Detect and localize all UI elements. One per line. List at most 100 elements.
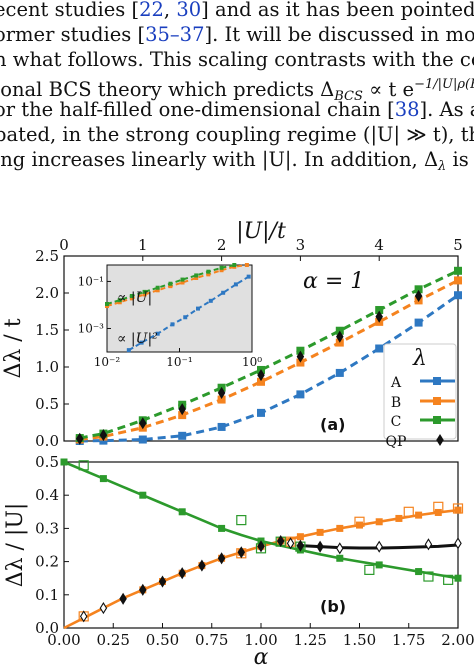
inset-point-B <box>206 272 211 277</box>
data-point-QP <box>76 432 84 445</box>
inset-point-B <box>219 268 224 273</box>
subscript: BCS <box>334 89 363 104</box>
y-tick-label: 0.2 <box>35 553 59 571</box>
inset-point-B <box>168 284 173 289</box>
y-tick-label: 0.5 <box>35 395 59 413</box>
x-tick-label: 5 <box>453 236 463 254</box>
inset-x-tick-label: 10⁻¹ <box>166 355 192 369</box>
data-point-B <box>415 511 423 519</box>
y-tick-label: 0.0 <box>35 432 59 450</box>
inset-point-A <box>233 282 238 287</box>
data-point-QP-open <box>454 537 462 550</box>
citation-link[interactable]: 38 <box>394 98 420 121</box>
data-point-B <box>434 508 442 516</box>
data-point-B <box>257 377 265 386</box>
inset-point-A <box>221 290 226 295</box>
legend-marker-QP <box>436 433 444 447</box>
inset-point-A <box>126 348 131 353</box>
citation-link[interactable]: 22 <box>139 0 164 21</box>
data-point-B <box>395 514 403 522</box>
inset-point-A <box>183 315 188 320</box>
x-tick-label: 0 <box>59 236 69 254</box>
data-point-C-open <box>423 571 434 582</box>
data-point-B <box>316 528 324 536</box>
text-line: n what follows. This scaling contrasts w… <box>0 48 474 71</box>
data-point-C <box>415 568 423 576</box>
x-tick-label: 1.50 <box>343 631 376 649</box>
data-point-C-open <box>236 514 247 526</box>
x-tick-label: 4 <box>374 236 384 254</box>
inset-point-C <box>194 273 199 278</box>
inset-series-B <box>106 264 248 307</box>
data-point-A <box>296 390 305 399</box>
inset-point-B <box>180 280 185 285</box>
data-point-C <box>336 554 344 562</box>
data-point-B <box>217 395 226 404</box>
data-point-QP-open <box>99 602 108 615</box>
data-point-C <box>414 285 423 294</box>
data-point-C <box>60 458 68 466</box>
data-point-A <box>138 435 147 444</box>
data-point-QP-open <box>336 542 344 555</box>
inset-point-B <box>129 296 134 301</box>
citation-link[interactable]: 30 <box>176 0 202 21</box>
data-point-B <box>296 533 304 541</box>
x-tick-label: 1 <box>138 236 148 254</box>
data-point-QP <box>414 289 423 303</box>
data-point-C <box>139 491 147 499</box>
data-point-B <box>454 276 462 285</box>
data-point-QP-open <box>286 537 295 550</box>
data-point-B <box>336 524 344 532</box>
panel-a: 0 1 2 3 4 5 0.0 0.5 1.0 1.5 2.0 2.5 |U|/t Δλ / t α = 1… <box>1 219 463 450</box>
text-line: or the half-filled one-dimensional chain… <box>0 98 474 121</box>
alpha-annotation: α = 1 <box>303 269 364 294</box>
series-line-C <box>79 269 459 440</box>
y-tick-label: 0.3 <box>35 519 59 537</box>
data-point-A <box>454 291 462 300</box>
y-axis-label: Δλ / |U| <box>3 503 28 588</box>
x-tick-label: 0.75 <box>195 631 228 649</box>
x-tick-label: 1.00 <box>244 631 277 649</box>
inset-point-C <box>219 265 224 270</box>
data-point-QP <box>178 403 186 416</box>
inset-point-B <box>142 292 147 297</box>
y-tick-label: 2.0 <box>35 284 59 302</box>
x-tick-label: 2.00 <box>441 631 474 649</box>
legend-marker-C <box>433 416 441 424</box>
y-tick-label: 0.4 <box>35 486 59 504</box>
legend-label-A: A <box>390 375 402 391</box>
citation-link[interactable]: 35–37 <box>145 23 205 46</box>
data-point-QP <box>336 330 344 343</box>
inset-x-tick-label: 10⁻² <box>94 355 121 369</box>
data-point-QP-open <box>424 538 433 551</box>
inset-point-B <box>105 304 109 309</box>
data-point-QP <box>316 540 324 553</box>
inset-point-B <box>194 276 199 281</box>
paper-text-block: ecent studies [22, 30] and as it has bee… <box>0 0 474 200</box>
text-line: ional BCS theory which predicts ΔBCS ∝ t… <box>0 72 474 109</box>
x-tick-label: 0.25 <box>97 631 130 649</box>
data-point-QP <box>178 567 186 580</box>
data-point-C-open <box>364 564 375 576</box>
data-point-QP <box>139 417 147 430</box>
inset-point-C <box>142 289 147 294</box>
inset-point-C <box>232 263 237 267</box>
inset-x-tick-label: 10⁰ <box>242 355 262 369</box>
data-point-C <box>454 266 462 275</box>
data-point-A <box>178 431 187 440</box>
data-point-QP <box>198 559 206 572</box>
panel-b: 0.00 0.25 0.50 0.75 1.00 1.25 1.50 1.75 2.00 0.0 0… <box>3 453 474 669</box>
x-tick-label: 3 <box>296 236 306 254</box>
inset-y-tick-label: 10⁻¹ <box>78 274 104 288</box>
data-point-B-open <box>354 516 365 527</box>
inset-point-A <box>170 322 175 327</box>
legend-label-QP: QP <box>386 434 407 450</box>
x-axis-label: |U|/t <box>236 219 286 244</box>
data-point-C-open <box>78 460 89 471</box>
inset-annotation-quadratic: ∝ |U|² <box>117 331 158 347</box>
data-point-A <box>257 408 265 417</box>
data-point-QP-open <box>79 610 88 623</box>
data-point-QP <box>99 429 108 442</box>
